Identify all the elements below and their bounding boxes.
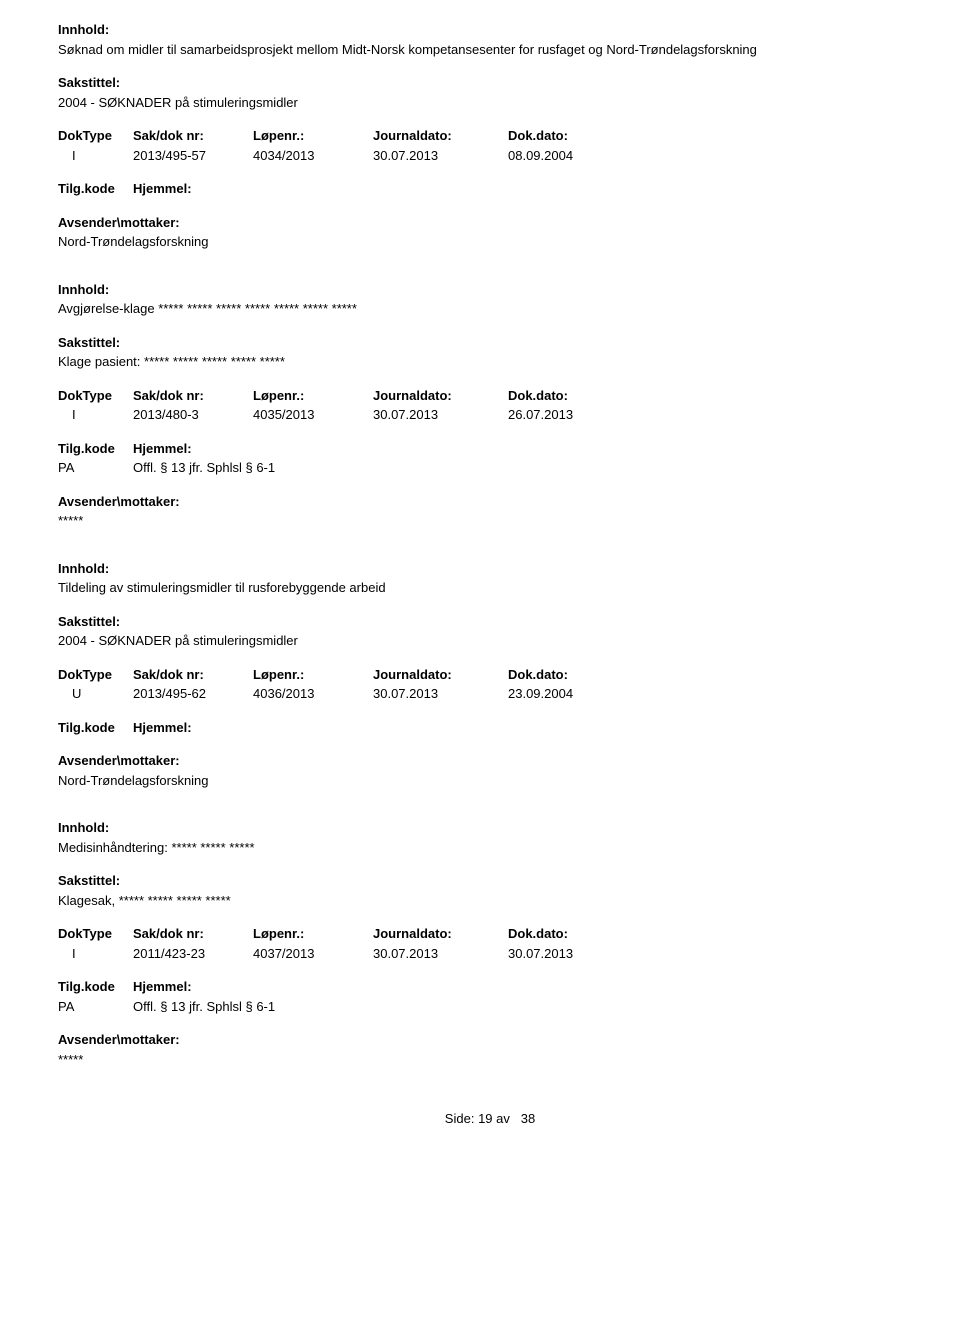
doktype-header: DokType (58, 665, 133, 685)
dokdato-header: Dok.dato: (508, 386, 628, 406)
dokdato-header: Dok.dato: (508, 665, 628, 685)
hjemmel-label: Hjemmel: (133, 439, 192, 459)
avsender-label: Avsender\mottaker: (58, 213, 922, 233)
journaldato-value: 30.07.2013 (373, 146, 508, 166)
innhold-text: Søknad om midler til samarbeidsprosjekt … (58, 40, 922, 60)
footer-total-pages: 38 (521, 1111, 535, 1126)
avsender-label: Avsender\mottaker: (58, 492, 922, 512)
tilgkode-label: Tilg.kode (58, 718, 133, 738)
sakstittel-text: 2004 - SØKNADER på stimuleringsmidler (58, 631, 922, 651)
lopenr-header: Løpenr.: (253, 126, 373, 146)
sakdok-value: 2013/495-62 (133, 684, 253, 704)
sakdok-header: Sak/dok nr: (133, 386, 253, 406)
table-header-row: DokType Sak/dok nr: Løpenr.: Journaldato… (58, 924, 922, 944)
table-header-row: DokType Sak/dok nr: Løpenr.: Journaldato… (58, 386, 922, 406)
sakstittel-text: Klagesak, ***** ***** ***** ***** (58, 891, 922, 911)
innhold-text: Tildeling av stimuleringsmidler til rusf… (58, 578, 922, 598)
doktype-header: DokType (58, 126, 133, 146)
record: Innhold: Tildeling av stimuleringsmidler… (58, 559, 922, 791)
dokdato-value: 08.09.2004 (508, 146, 628, 166)
records-container: Innhold: Søknad om midler til samarbeids… (58, 20, 922, 1069)
hjemmel-label: Hjemmel: (133, 977, 192, 997)
journaldato-header: Journaldato: (373, 386, 508, 406)
lopenr-header: Løpenr.: (253, 665, 373, 685)
page-footer: Side: 19 av 38 (58, 1109, 922, 1129)
doktype-header: DokType (58, 386, 133, 406)
tilgkode-label: Tilg.kode (58, 977, 133, 997)
innhold-text: Avgjørelse-klage ***** ***** ***** *****… (58, 299, 922, 319)
sakdok-header: Sak/dok nr: (133, 665, 253, 685)
tilgkode-label: Tilg.kode (58, 439, 133, 459)
footer-page-number: 19 (478, 1111, 492, 1126)
doktype-value: I (58, 944, 133, 964)
doktype-value: I (58, 146, 133, 166)
dokdato-header: Dok.dato: (508, 126, 628, 146)
lopenr-value: 4037/2013 (253, 944, 373, 964)
tilg-section: Tilg.kode Hjemmel: PA Offl. § 13 jfr. Sp… (58, 977, 922, 1016)
lopenr-value: 4036/2013 (253, 684, 373, 704)
dokdato-value: 26.07.2013 (508, 405, 628, 425)
sakstittel-text: 2004 - SØKNADER på stimuleringsmidler (58, 93, 922, 113)
doktype-header: DokType (58, 924, 133, 944)
avsender-label: Avsender\mottaker: (58, 751, 922, 771)
journaldato-header: Journaldato: (373, 665, 508, 685)
dokdato-header: Dok.dato: (508, 924, 628, 944)
record: Innhold: Avgjørelse-klage ***** ***** **… (58, 280, 922, 531)
sakstittel-text: Klage pasient: ***** ***** ***** ***** *… (58, 352, 922, 372)
record: Innhold: Søknad om midler til samarbeids… (58, 20, 922, 252)
journaldato-value: 30.07.2013 (373, 944, 508, 964)
table-row: I 2013/480-3 4035/2013 30.07.2013 26.07.… (58, 405, 922, 425)
sakdok-header: Sak/dok nr: (133, 126, 253, 146)
table-header-row: DokType Sak/dok nr: Løpenr.: Journaldato… (58, 126, 922, 146)
avsender-label: Avsender\mottaker: (58, 1030, 922, 1050)
tilgkode-value: PA (58, 997, 133, 1017)
innhold-label: Innhold: (58, 559, 922, 579)
table-row: U 2013/495-62 4036/2013 30.07.2013 23.09… (58, 684, 922, 704)
tilgkode-label: Tilg.kode (58, 179, 133, 199)
hjemmel-value: Offl. § 13 jfr. Sphlsl § 6-1 (133, 997, 275, 1017)
record: Innhold: Medisinhåndtering: ***** ***** … (58, 818, 922, 1069)
innhold-label: Innhold: (58, 280, 922, 300)
sakdok-value: 2013/480-3 (133, 405, 253, 425)
journaldato-value: 30.07.2013 (373, 405, 508, 425)
tilg-section: Tilg.kode Hjemmel: (58, 179, 922, 199)
table-row: I 2011/423-23 4037/2013 30.07.2013 30.07… (58, 944, 922, 964)
avsender-text: Nord-Trøndelagsforskning (58, 232, 922, 252)
sakdok-value: 2013/495-57 (133, 146, 253, 166)
doktype-value: I (58, 405, 133, 425)
dokdato-value: 23.09.2004 (508, 684, 628, 704)
table-row: I 2013/495-57 4034/2013 30.07.2013 08.09… (58, 146, 922, 166)
hjemmel-value: Offl. § 13 jfr. Sphlsl § 6-1 (133, 458, 275, 478)
dokdato-value: 30.07.2013 (508, 944, 628, 964)
innhold-label: Innhold: (58, 20, 922, 40)
sakdok-value: 2011/423-23 (133, 944, 253, 964)
tilg-section: Tilg.kode Hjemmel: PA Offl. § 13 jfr. Sp… (58, 439, 922, 478)
sakstittel-label: Sakstittel: (58, 333, 922, 353)
table-header-row: DokType Sak/dok nr: Løpenr.: Journaldato… (58, 665, 922, 685)
avsender-text: ***** (58, 1050, 922, 1070)
sakstittel-label: Sakstittel: (58, 73, 922, 93)
avsender-text: ***** (58, 511, 922, 531)
innhold-text: Medisinhåndtering: ***** ***** ***** (58, 838, 922, 858)
avsender-text: Nord-Trøndelagsforskning (58, 771, 922, 791)
doktype-value: U (58, 684, 133, 704)
lopenr-header: Løpenr.: (253, 386, 373, 406)
journaldato-header: Journaldato: (373, 126, 508, 146)
lopenr-value: 4034/2013 (253, 146, 373, 166)
lopenr-value: 4035/2013 (253, 405, 373, 425)
tilgkode-value: PA (58, 458, 133, 478)
innhold-label: Innhold: (58, 818, 922, 838)
sakstittel-label: Sakstittel: (58, 612, 922, 632)
footer-side-label: Side: (445, 1111, 475, 1126)
sakstittel-label: Sakstittel: (58, 871, 922, 891)
hjemmel-label: Hjemmel: (133, 718, 192, 738)
hjemmel-label: Hjemmel: (133, 179, 192, 199)
tilg-section: Tilg.kode Hjemmel: (58, 718, 922, 738)
footer-av-label: av (496, 1111, 510, 1126)
lopenr-header: Løpenr.: (253, 924, 373, 944)
journaldato-value: 30.07.2013 (373, 684, 508, 704)
sakdok-header: Sak/dok nr: (133, 924, 253, 944)
journaldato-header: Journaldato: (373, 924, 508, 944)
